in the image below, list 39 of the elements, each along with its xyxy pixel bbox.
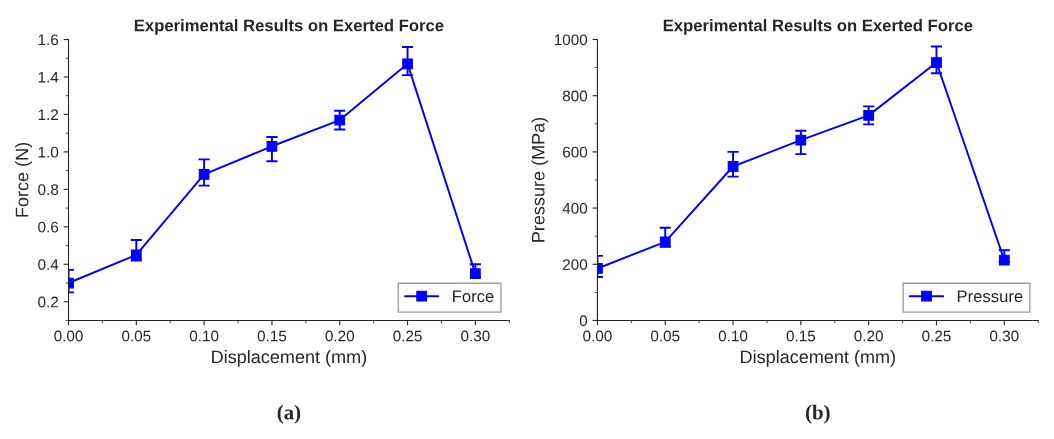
x-tick-label: 0.15: [786, 330, 816, 342]
y-tick-label: 0: [579, 315, 588, 327]
y-tick-label: 0.6: [38, 221, 59, 233]
legend-label: Pressure: [957, 290, 1023, 303]
chart-title: Experimental Results on Exerted Force: [663, 19, 973, 35]
x-tick-label: 0.05: [650, 330, 680, 342]
x-tick-label: 0.15: [257, 330, 287, 342]
x-tick-label: 0.25: [393, 330, 422, 342]
y-axis-title: Pressure (MPa): [531, 117, 549, 242]
y-tick-label: 1000: [554, 34, 588, 46]
y-tick-label: 1.6: [38, 34, 59, 46]
x-tick-label: 0.10: [718, 330, 748, 342]
y-tick-label: 0.8: [38, 184, 59, 196]
y-tick-label: 600: [562, 146, 588, 158]
x-tick-label: 0.30: [461, 330, 490, 342]
y-tick-label: 800: [562, 90, 588, 102]
x-tick-label: 0.25: [922, 330, 951, 342]
text: (a): [277, 404, 301, 424]
y-tick-label: 1.2: [38, 109, 59, 120]
x-axis-title: Displacement (mm): [741, 349, 895, 367]
point: [931, 57, 942, 68]
legend-label: Force: [453, 290, 494, 303]
y-tick-label: 1.0: [38, 146, 59, 158]
x-tick-label: 0.20: [854, 330, 883, 342]
text: (b): [805, 404, 830, 424]
x-tick-label: 0.10: [189, 330, 219, 342]
x-tick-label: 0.00: [54, 330, 83, 342]
y-tick-label: 200: [562, 259, 588, 270]
y-tick-label: 0.2: [38, 296, 59, 308]
x-tick-label: 0.05: [122, 330, 151, 342]
y-tick-label: 0.4: [38, 259, 59, 270]
x-axis-title: Displacement (mm): [212, 349, 367, 367]
y-tick-label: 1.4: [38, 72, 59, 83]
x-tick-label: 0.00: [583, 330, 612, 342]
x-tick-label: 0.20: [325, 330, 355, 342]
y-axis-title: Force (N): [15, 142, 32, 217]
x-tick-label: 0.30: [990, 330, 1019, 342]
y-tick-label: 400: [562, 202, 588, 214]
chart-title: Experimental Results on Exerted Force: [134, 19, 444, 35]
